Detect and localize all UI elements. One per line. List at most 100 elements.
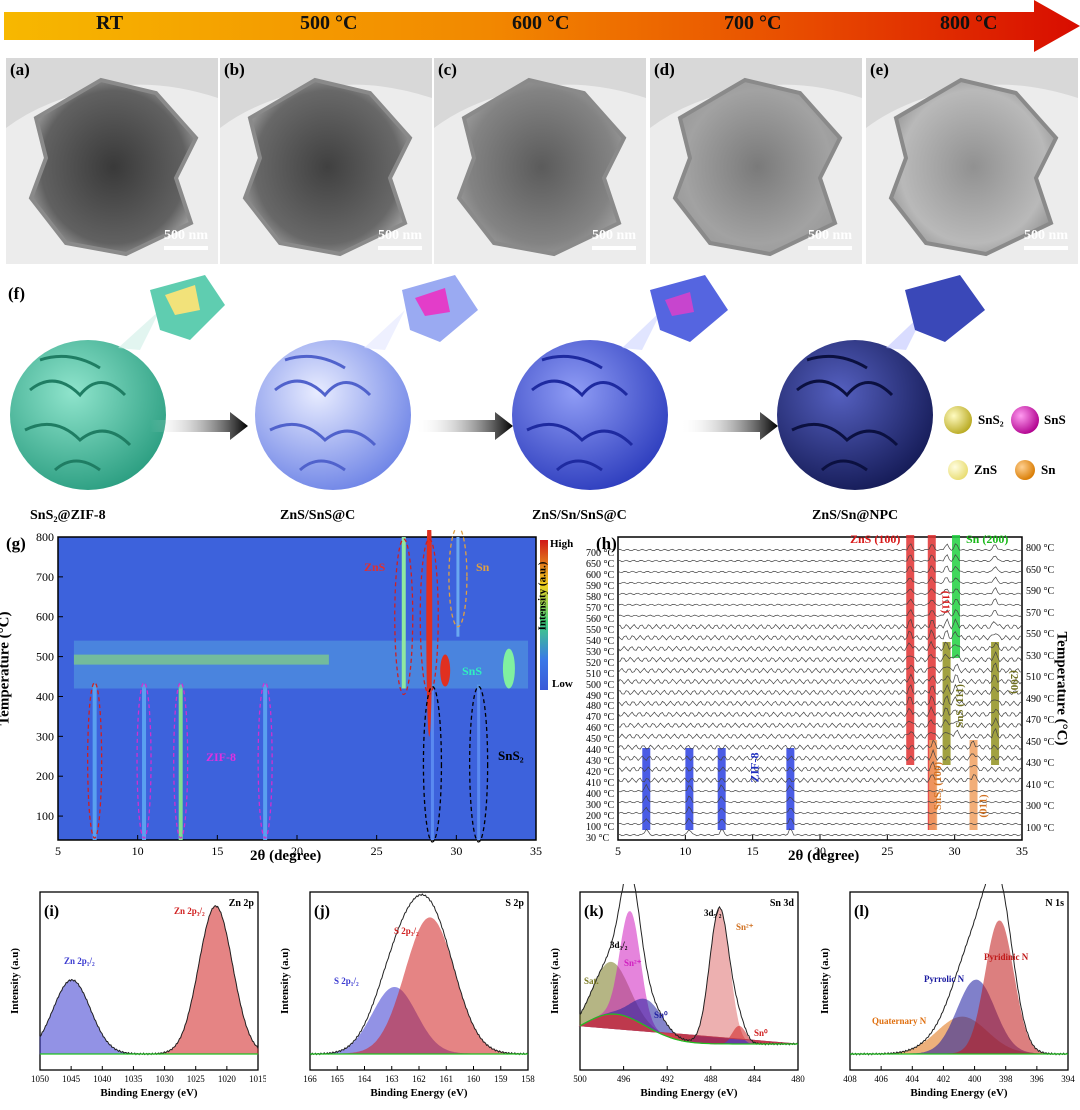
x-tick-label: 20	[291, 844, 303, 858]
xrd-pattern-line	[617, 828, 1023, 837]
zns-hotline	[426, 530, 433, 737]
x-tick-label: 163	[385, 1074, 399, 1084]
x-tick-label: 15	[211, 844, 223, 858]
annot-h-sns111: SnS (111)	[953, 684, 966, 728]
x-tick-label: 396	[1030, 1074, 1044, 1084]
xrd-pattern-line	[617, 640, 1023, 652]
zif8-marker-ellipse	[86, 681, 103, 839]
flake-stage-4	[905, 275, 985, 342]
xrd-pattern-line	[617, 662, 1023, 674]
sphere-zns-sn-sns-c	[512, 310, 668, 490]
legend-zns-icon	[948, 460, 968, 480]
temperature-arrow	[4, 0, 1080, 52]
xps-panel-title: Sn 3d	[770, 898, 795, 909]
xps-xlabel: Binding Energy (eV)	[370, 1087, 468, 1099]
sns2-streak	[477, 684, 481, 840]
process-arrow-2	[415, 412, 513, 440]
x-tick-label: 164	[358, 1074, 372, 1084]
xps-ylabel: Intensity (a.u)	[819, 948, 831, 1014]
sn-streak	[456, 537, 460, 637]
xps-panel-sn-3d: 500 496 492 488 484 480 Binding Energy (eV) Int…	[549, 884, 805, 1099]
temperature-label-left: 530 °C	[586, 646, 615, 658]
legend-zns-label: ZnS	[974, 462, 998, 477]
xrd-pattern-line	[617, 683, 1023, 696]
temperature-label-right: 100 °C	[1026, 823, 1055, 834]
x-tick-label: 35	[1016, 844, 1028, 858]
temperature-label-right: 490 °C	[1026, 693, 1055, 705]
legend-sns2-icon	[944, 406, 972, 434]
panel-h-xlabel: 2θ (degree)	[788, 848, 860, 864]
temperature-label-right: 410 °C	[1026, 779, 1055, 791]
scale-bar: 500 nm	[1024, 228, 1068, 250]
xps-peak-label: Sn²⁺	[736, 922, 754, 932]
transition-hotline	[73, 654, 329, 665]
zif8-band	[685, 748, 694, 830]
temperature-label-left: 600 °C	[586, 569, 615, 581]
tem-image-a: (a) 500 nm	[6, 58, 218, 264]
y-tick-label: 600	[36, 610, 54, 624]
temperature-label-right: 590 °C	[1026, 586, 1055, 598]
xps-peak-label: S 2p₁/₂	[334, 976, 359, 986]
temperature-label-right: 530 °C	[1026, 650, 1055, 662]
temperature-label-left: 580 °C	[586, 591, 615, 603]
temp-label-500: 500 °C	[300, 12, 358, 34]
xrd-pattern-line	[617, 695, 1023, 707]
x-tick-label: 165	[331, 1074, 345, 1084]
xps-peak-label: Sat.	[584, 976, 599, 986]
xrd-pattern-line	[617, 651, 1023, 663]
xrd-pattern-line	[617, 748, 1023, 762]
annot-g-sn: Sn	[476, 560, 490, 574]
panel-g-heatmap: 5 10 15 20 25 30 35 100 200 300 400 500 600 700 800	[36, 530, 548, 858]
annot-h-sns2100: SnS₂ (100)	[932, 761, 945, 811]
xrd-pattern-line	[617, 806, 1023, 815]
annot-h-sns2011: (011)	[977, 794, 990, 818]
legend-sns-icon	[1011, 406, 1039, 434]
x-tick-label: 159	[494, 1074, 508, 1084]
scale-bar-line	[592, 246, 636, 250]
xps-xlabel: Binding Energy (eV)	[100, 1087, 198, 1099]
x-tick-label: 488	[704, 1074, 718, 1084]
annot-h-zns111: (111)	[939, 590, 952, 614]
x-tick-label: 408	[843, 1074, 857, 1084]
x-tick-label: 1040	[93, 1074, 112, 1084]
xps-peak-label: Zn 2p₃/₂	[174, 906, 205, 916]
scale-bar-line	[808, 246, 852, 250]
x-tick-label: 160	[467, 1074, 481, 1084]
flake-stage-3	[650, 275, 728, 342]
x-tick-label: 500	[573, 1074, 587, 1084]
x-tick-label: 496	[617, 1074, 631, 1084]
panel-h-label: (h)	[596, 534, 617, 553]
xps-panel-label: (j)	[314, 903, 330, 920]
zns111-band	[927, 535, 936, 830]
zns-streak	[401, 537, 406, 689]
xps-panel-label: (i)	[44, 903, 59, 920]
tem-panel-label: (c)	[438, 60, 457, 79]
scale-bar-label: 500 nm	[808, 228, 852, 243]
temperature-label-left: 460 °C	[586, 723, 615, 735]
x-tick-label: 10	[679, 844, 691, 858]
temperature-label-left: 450 °C	[586, 734, 615, 746]
xps-xlabel: Binding Energy (eV)	[910, 1087, 1008, 1099]
xrd-pattern-line	[617, 783, 1023, 793]
x-tick-label: 398	[999, 1074, 1013, 1084]
x-tick-label: 161	[440, 1074, 454, 1084]
x-tick-label: 158	[521, 1074, 535, 1084]
xrd-pattern-line	[617, 727, 1023, 740]
sns2-011-band	[969, 740, 978, 830]
flake-stage-1	[150, 275, 225, 340]
temperature-label-left: 30 °C	[586, 833, 610, 844]
temperature-label-left: 650 °C	[586, 558, 615, 570]
xps-panel-label: (k)	[584, 903, 604, 920]
xrd-pattern-line	[617, 760, 1023, 773]
annot-g-zns: ZnS	[364, 560, 386, 574]
xrd-pattern-line	[617, 565, 1023, 574]
scale-bar: 500 nm	[378, 228, 422, 250]
xps-peak-label: Zn 2p₁/₂	[64, 956, 95, 966]
xrd-pattern-line	[617, 586, 1023, 595]
scale-bar-line	[378, 246, 422, 250]
temperature-label-left: 400 °C	[586, 789, 615, 801]
temperature-label-left: 540 °C	[586, 635, 615, 647]
xps-peak-label: Sn⁰	[754, 1028, 768, 1038]
annot-h-sn200: Sn (200)	[966, 532, 1009, 546]
temperature-label-left: 490 °C	[586, 690, 615, 702]
